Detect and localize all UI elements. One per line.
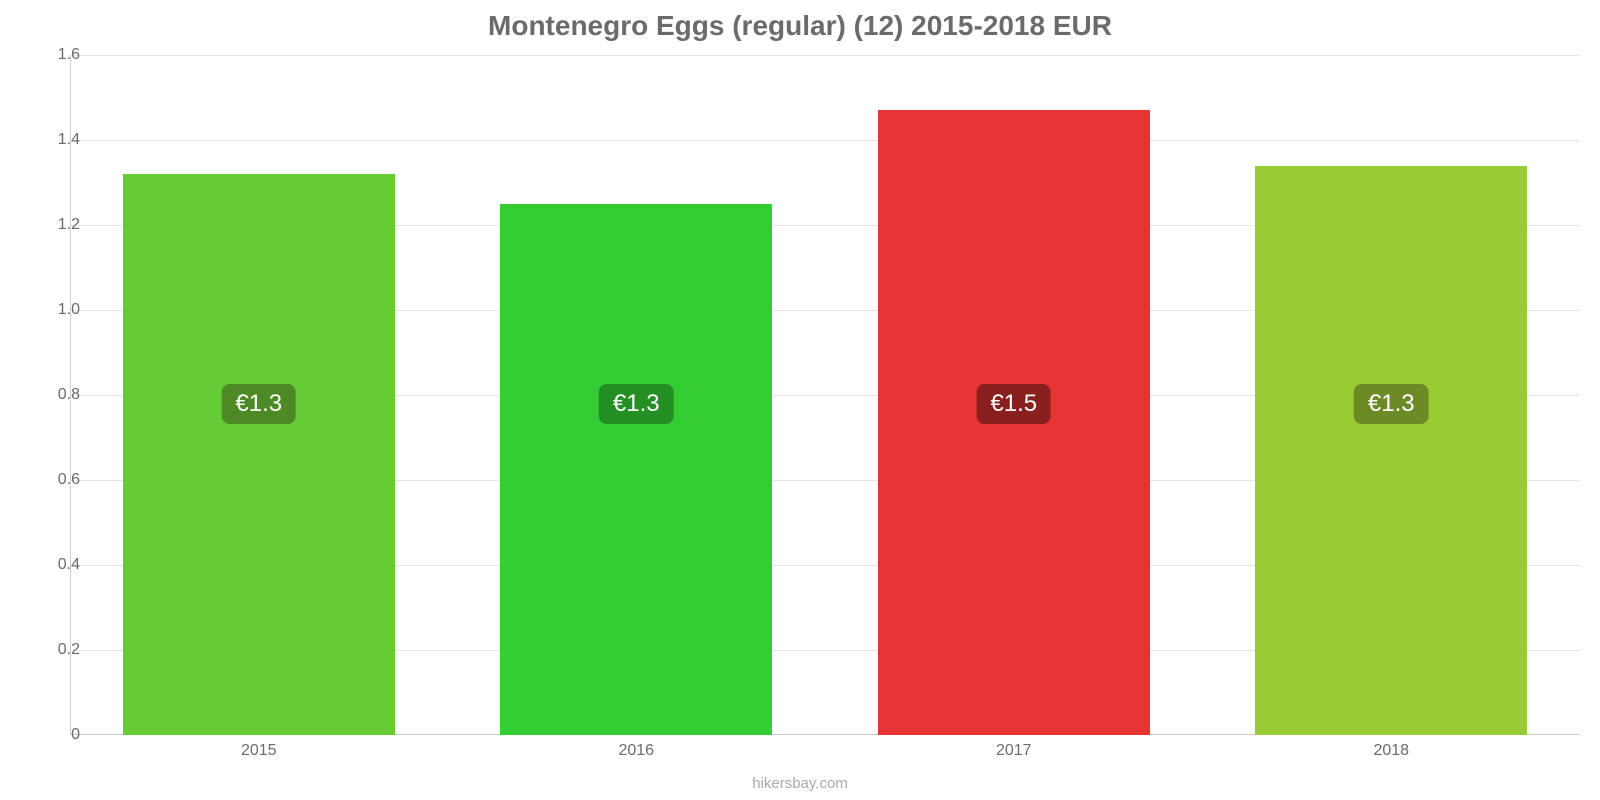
bar xyxy=(500,204,772,735)
y-tick-label: 0.2 xyxy=(20,641,80,659)
y-tick-label: 1.0 xyxy=(20,301,80,319)
bar xyxy=(1255,166,1527,736)
y-tick-label: 1.4 xyxy=(20,131,80,149)
y-tick-label: 0.6 xyxy=(20,471,80,489)
bar-value-label: €1.3 xyxy=(221,384,296,424)
x-tick-label: 2015 xyxy=(241,742,277,760)
y-tick-label: 0 xyxy=(20,726,80,744)
bar-value-label: €1.3 xyxy=(599,384,674,424)
chart-footer: hikersbay.com xyxy=(0,775,1600,792)
bar-chart: Montenegro Eggs (regular) (12) 2015-2018… xyxy=(0,0,1600,800)
chart-title: Montenegro Eggs (regular) (12) 2015-2018… xyxy=(0,10,1600,42)
plot-area: €1.3 €1.3 €1.5 €1.3 xyxy=(70,55,1580,735)
x-tick-label: 2016 xyxy=(618,742,654,760)
y-tick-label: 0.4 xyxy=(20,556,80,574)
y-tick-label: 1.2 xyxy=(20,216,80,234)
y-tick-label: 0.8 xyxy=(20,386,80,404)
grid-line xyxy=(70,55,1580,56)
grid-line xyxy=(70,140,1580,141)
bar-value-label: €1.3 xyxy=(1354,384,1429,424)
x-tick-label: 2018 xyxy=(1373,742,1409,760)
y-tick-label: 1.6 xyxy=(20,46,80,64)
x-tick-label: 2017 xyxy=(996,742,1032,760)
bar xyxy=(123,174,395,735)
bar-value-label: €1.5 xyxy=(976,384,1051,424)
